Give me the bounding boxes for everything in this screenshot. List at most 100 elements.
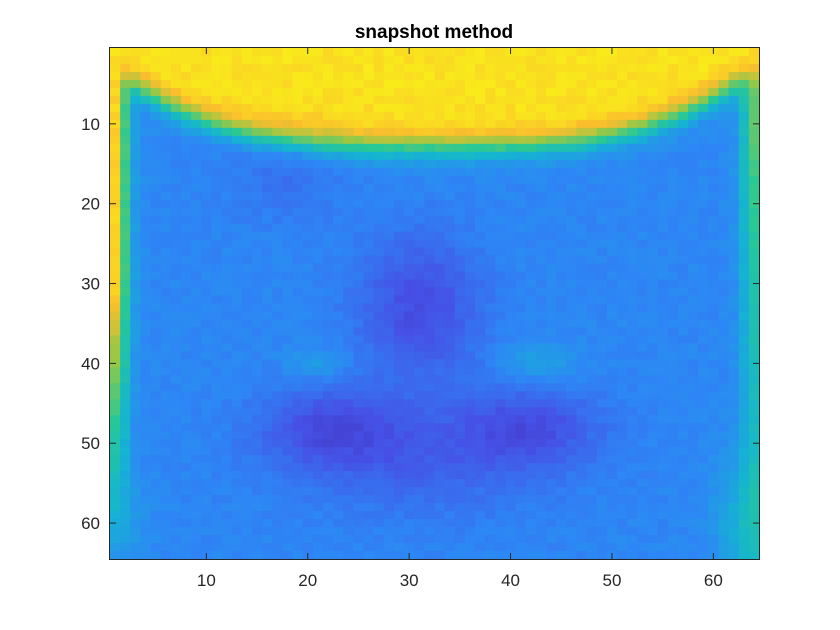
heatmap-cell xyxy=(282,383,294,392)
heatmap-cell xyxy=(617,119,628,129)
heatmap-cell xyxy=(657,487,669,496)
heatmap-cell xyxy=(566,151,578,161)
heatmap-cell xyxy=(312,87,324,97)
heatmap-cell xyxy=(586,63,598,73)
heatmap-cell xyxy=(424,87,436,97)
heatmap-cell xyxy=(434,247,446,257)
heatmap-cell xyxy=(657,543,669,552)
heatmap-cell xyxy=(667,239,679,249)
heatmap-cell xyxy=(464,495,476,504)
heatmap-cell xyxy=(627,239,638,249)
heatmap-cell xyxy=(231,303,243,313)
heatmap-cell xyxy=(333,143,344,153)
heatmap-cell xyxy=(485,319,496,329)
heatmap-cell xyxy=(120,127,131,137)
heatmap-cell xyxy=(424,319,436,329)
heatmap-cell xyxy=(546,71,557,81)
heatmap-cell xyxy=(404,487,415,496)
heatmap-cell xyxy=(373,487,385,496)
heatmap-cell xyxy=(434,207,446,217)
heatmap-cell xyxy=(333,327,344,337)
heatmap-cell xyxy=(708,247,720,257)
heatmap-cell xyxy=(738,271,750,281)
heatmap-cell xyxy=(708,159,720,169)
heatmap-cell xyxy=(444,391,456,400)
heatmap-cell xyxy=(373,479,385,488)
heatmap-cell xyxy=(191,215,202,225)
heatmap-cell xyxy=(525,367,537,376)
heatmap-cell xyxy=(120,231,131,241)
heatmap-image xyxy=(110,48,760,560)
heatmap-cell xyxy=(748,551,760,560)
heatmap-cell xyxy=(627,159,638,169)
heatmap-cell xyxy=(140,271,152,281)
heatmap-cell xyxy=(637,359,649,368)
heatmap-cell xyxy=(170,175,182,185)
heatmap-cell xyxy=(302,79,314,89)
heatmap-cell xyxy=(525,391,537,400)
heatmap-cell xyxy=(191,335,202,345)
heatmap-cell xyxy=(677,279,689,289)
heatmap-cell xyxy=(535,167,547,177)
heatmap-cell xyxy=(546,383,557,392)
heatmap-cell xyxy=(333,167,344,177)
heatmap-cell xyxy=(140,303,152,313)
heatmap-cell xyxy=(677,543,689,552)
heatmap-cell xyxy=(748,255,760,265)
heatmap-cell xyxy=(596,359,608,368)
heatmap-cell xyxy=(140,71,152,81)
heatmap-cell xyxy=(627,455,638,464)
heatmap-cell xyxy=(262,543,273,552)
heatmap-cell xyxy=(566,463,578,472)
heatmap-cell xyxy=(333,527,344,536)
heatmap-cell xyxy=(180,511,192,520)
heatmap-cell xyxy=(180,335,192,345)
heatmap-cell xyxy=(505,183,517,193)
heatmap-cell xyxy=(363,199,375,209)
heatmap-cell xyxy=(160,319,172,329)
heatmap-cell xyxy=(535,159,547,169)
heatmap-cell xyxy=(272,551,283,560)
heatmap-cell xyxy=(647,231,659,241)
heatmap-cell xyxy=(241,447,253,456)
heatmap-cell xyxy=(130,119,142,129)
heatmap-cell xyxy=(353,87,365,97)
heatmap-cell xyxy=(343,215,354,225)
heatmap-cell xyxy=(201,399,213,408)
heatmap-cell xyxy=(221,415,233,424)
heatmap-cell xyxy=(495,119,507,129)
heatmap-cell xyxy=(170,55,182,65)
heatmap-cell xyxy=(272,151,283,161)
heatmap-cell xyxy=(130,191,142,201)
heatmap-cell xyxy=(647,351,659,360)
heatmap-cell xyxy=(475,119,486,129)
heatmap-cell xyxy=(667,263,679,273)
heatmap-cell xyxy=(718,503,730,512)
heatmap-cell xyxy=(180,191,192,201)
heatmap-cell xyxy=(586,391,598,400)
heatmap-cell xyxy=(404,79,415,89)
heatmap-cell xyxy=(475,151,486,161)
heatmap-cell xyxy=(140,335,152,345)
heatmap-cell xyxy=(292,335,304,345)
heatmap-cell xyxy=(464,423,476,432)
heatmap-cell xyxy=(647,151,659,161)
heatmap-cell xyxy=(738,95,750,105)
heatmap-cell xyxy=(485,63,496,73)
heatmap-cell xyxy=(262,503,273,512)
heatmap-cell xyxy=(515,159,527,169)
heatmap-cell xyxy=(424,127,436,137)
heatmap-cell xyxy=(576,519,588,528)
heatmap-cell xyxy=(312,343,324,352)
heatmap-cell xyxy=(444,471,456,480)
heatmap-cell xyxy=(180,551,192,560)
heatmap-cell xyxy=(160,279,172,289)
heatmap-cell xyxy=(191,399,202,408)
heatmap-cell xyxy=(556,335,567,345)
heatmap-cell xyxy=(677,375,689,384)
heatmap-cell xyxy=(312,287,324,297)
heatmap-cell xyxy=(546,135,557,145)
heatmap-cell xyxy=(393,55,405,65)
heatmap-cell xyxy=(535,215,547,225)
